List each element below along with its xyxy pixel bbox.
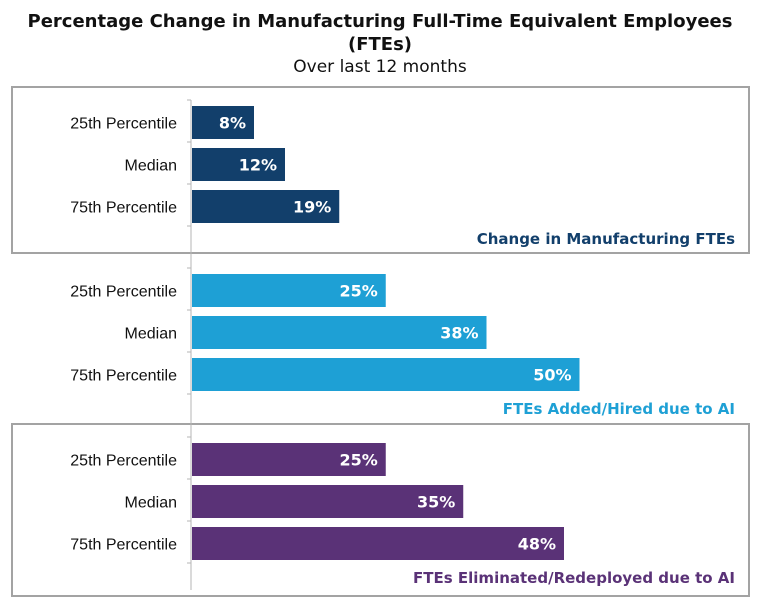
bar-value-label: 25% <box>339 282 377 301</box>
bar <box>192 274 386 307</box>
panel-frame-eliminated-ftes <box>11 423 750 597</box>
bar-value-label: 48% <box>518 535 556 554</box>
bar <box>192 358 580 391</box>
chart-title-line-1: Percentage Change in Manufacturing Full-… <box>27 11 733 32</box>
chart-subtitle: Over last 12 months <box>293 57 467 77</box>
panel-title: FTEs Added/Hired due to AI <box>503 400 735 418</box>
category-label: Median <box>125 495 177 512</box>
category-label: 25th Percentile <box>70 453 177 470</box>
bar-value-label: 38% <box>440 324 478 343</box>
category-label: Median <box>125 158 177 175</box>
bar <box>192 316 487 349</box>
category-label: 25th Percentile <box>70 116 177 133</box>
category-label: Median <box>125 326 177 343</box>
bar-value-label: 25% <box>339 451 377 470</box>
panel-frame-change-ftes <box>11 86 750 254</box>
bar-value-label: 19% <box>293 198 331 217</box>
category-label: 75th Percentile <box>70 200 177 217</box>
bar <box>192 106 254 139</box>
panel-title: FTEs Eliminated/Redeployed due to AI <box>413 569 735 587</box>
bar <box>192 527 564 560</box>
bar <box>192 443 386 476</box>
bar-value-label: 12% <box>239 156 277 175</box>
bar <box>192 190 340 223</box>
bar <box>192 148 285 181</box>
chart-title-line-2: (FTEs) <box>347 34 413 55</box>
panel-title: Change in Manufacturing FTEs <box>477 230 735 248</box>
category-label: 25th Percentile <box>70 284 177 301</box>
bar-value-label: 8% <box>219 114 246 133</box>
bar-value-label: 50% <box>533 366 571 385</box>
bar <box>192 485 464 518</box>
bar-value-label: 35% <box>417 493 455 512</box>
category-label: 75th Percentile <box>70 368 177 385</box>
category-label: 75th Percentile <box>70 537 177 554</box>
